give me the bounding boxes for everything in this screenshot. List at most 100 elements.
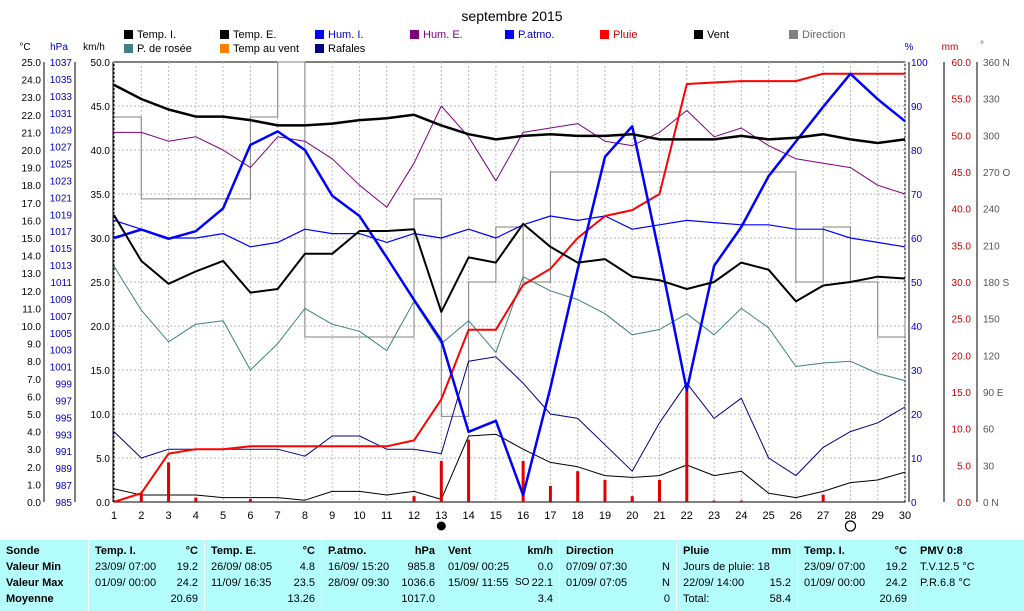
rain-daily-bar [467, 439, 471, 502]
stats-panel: Sonde Valeur Min Valeur Max Moyenne Temp… [0, 540, 1024, 611]
rain-daily-bar [630, 496, 634, 502]
rain-daily-bar [658, 480, 662, 502]
tick-label-celsius: 3.0 [27, 445, 41, 456]
tick-label-degree: 150 [983, 315, 1000, 326]
tick-label-celsius: 5.0 [27, 410, 41, 421]
stats-temp-i2-title: Temp. I. [804, 545, 845, 557]
tick-label-mm: 45.0 [952, 168, 972, 179]
stats-patmo-min-date: 16/09/ 15:20 [328, 561, 390, 573]
series-rain-cumulative [113, 72, 905, 503]
axis-unit-percent: % [905, 42, 914, 53]
weather-chart: septembre 2015°C hPa km/h% mm °25.024.023.02… [19, 8, 1010, 532]
stats-temp-i2-box: Temp. I. °C 23/09/ 07:00 19.2 01/09/ 00:… [798, 540, 913, 611]
x-tick-label: 14 [462, 510, 474, 522]
tick-label-celsius: 1.0 [27, 480, 41, 491]
tick-label-celsius: 8.0 [27, 357, 41, 368]
tick-label-kmh: 45.0 [91, 102, 111, 113]
chart-title: septembre 2015 [461, 8, 562, 24]
tick-label-celsius: 4.0 [27, 428, 41, 439]
stats-temp-e-min-date: 26/09/ 08:05 [211, 561, 273, 573]
stats-temp-e-unit: °C [302, 545, 315, 557]
x-tick-label: 30 [899, 510, 911, 522]
tick-label-hpa: 1029 [50, 126, 73, 137]
x-tick-label: 29 [872, 510, 884, 522]
stats-temp-i-unit: °C [185, 545, 198, 557]
tick-label-hpa: 985 [55, 498, 72, 509]
axis-unit-hpa: hPa [50, 42, 68, 53]
tick-label-degree: 360 N [983, 58, 1010, 69]
stats-patmo-mean: 1017.0 [401, 593, 435, 605]
legend-label: Direction [802, 29, 845, 41]
legend-label: Hum. I. [328, 29, 363, 41]
tick-label-percent: 20 [911, 410, 923, 421]
stats-sonde-label: Sonde [6, 545, 40, 557]
stats-patmo-max-val: 1036.6 [401, 577, 435, 589]
tick-label-celsius: 2.0 [27, 463, 41, 474]
tick-label-celsius: 17.0 [22, 199, 42, 210]
tick-label-hpa: 1003 [50, 346, 73, 357]
tick-label-hpa: 987 [55, 481, 72, 492]
tick-label-hpa: 999 [55, 380, 72, 391]
stats-direction-title: Direction [566, 545, 614, 557]
stats-vent-box: Vent km/h 01/09/ 00:25 0.0 15/09/ 11:55 … [442, 540, 559, 611]
x-tick-label: 22 [681, 510, 693, 522]
series-wind [113, 433, 906, 501]
stats-pmv-title: PMV 0:8 [920, 545, 963, 557]
stats-temp-e-box: Temp. E. °C 26/09/ 08:05 4.8 11/09/ 16:3… [205, 540, 321, 611]
tick-label-celsius: 11.0 [22, 304, 41, 315]
stats-pluie-total-label: Total: [683, 593, 710, 605]
legend-swatch [505, 30, 514, 39]
rain-daily-bar [412, 496, 416, 502]
legend-label: Temp au vent [233, 43, 299, 55]
tick-label-kmh: 15.0 [91, 366, 111, 377]
stats-temp-e-mean: 13.26 [287, 593, 315, 605]
tick-label-hpa: 1005 [50, 329, 73, 340]
stats-vent-mean: 3.4 [537, 593, 553, 605]
tick-label-kmh: 5.0 [96, 454, 110, 465]
tick-label-degree: 300 [983, 131, 1000, 142]
tick-label-hpa: 1037 [50, 58, 73, 69]
stats-direction-box: Direction 07/09/ 07:30 N 01/09/ 07:05 N … [560, 540, 676, 611]
axis-unit-mm: mm [942, 42, 959, 53]
legend-swatch [315, 44, 324, 53]
x-tick-label: 8 [302, 510, 308, 522]
tick-label-degree: 60 [983, 425, 995, 436]
moon-full-marker [844, 520, 857, 532]
tick-label-mm: 10.0 [952, 425, 972, 436]
stats-temp-i-title: Temp. I. [95, 545, 136, 557]
tick-label-celsius: 9.0 [27, 340, 41, 351]
tick-label-hpa: 1013 [50, 261, 73, 272]
x-tick-label: 4 [193, 510, 199, 522]
rain-daily-bar [439, 460, 443, 502]
tick-label-percent: 90 [911, 102, 923, 113]
tick-label-kmh: 40.0 [91, 146, 111, 157]
x-tick-label: 6 [247, 510, 253, 522]
stats-pmv-tv: T.V.12.5 °C [920, 561, 975, 573]
tick-label-percent: 80 [911, 146, 923, 157]
tick-label-kmh: 35.0 [91, 190, 111, 201]
legend-label: P.atmo. [518, 29, 555, 41]
stats-vent-title: Vent [448, 545, 472, 557]
stats-temp-i2-unit: °C [894, 545, 907, 557]
x-tick-label: 23 [708, 510, 720, 522]
tick-label-celsius: 7.0 [27, 375, 41, 386]
stats-temp-i2-min-val: 19.2 [885, 561, 907, 573]
tick-label-hpa: 997 [55, 396, 72, 407]
rain-daily-bar [139, 493, 143, 502]
tick-label-mm: 20.0 [952, 351, 972, 362]
stats-temp-i2-mean: 20.69 [879, 593, 907, 605]
tick-label-kmh: 50.0 [91, 58, 111, 69]
tick-label-celsius: 24.0 [22, 76, 42, 87]
x-tick-label: 17 [544, 510, 556, 522]
tick-label-celsius: 10.0 [22, 322, 42, 333]
stats-temp-e-min-val: 4.8 [299, 561, 315, 573]
tick-label-celsius: 23.0 [22, 93, 42, 104]
tick-label-hpa: 1033 [50, 92, 73, 103]
series-hum-e [114, 105, 906, 208]
x-tick-label: 3 [165, 510, 171, 522]
legend-swatch [220, 44, 229, 53]
tick-label-mm: 60.0 [952, 58, 972, 69]
tick-label-hpa: 995 [55, 413, 72, 424]
tick-label-mm: 50.0 [952, 131, 972, 142]
tick-label-hpa: 1025 [50, 160, 73, 171]
